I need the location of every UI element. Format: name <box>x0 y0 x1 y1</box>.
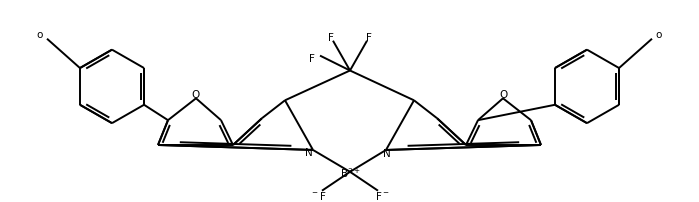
Text: O: O <box>192 90 200 100</box>
Text: o: o <box>656 30 662 40</box>
Text: N$^-$: N$^-$ <box>382 146 398 158</box>
Text: F$^-$: F$^-$ <box>375 189 389 201</box>
Text: F: F <box>366 33 372 43</box>
Text: O: O <box>499 90 507 100</box>
Text: $^-$F: $^-$F <box>310 189 326 201</box>
Text: o: o <box>37 30 43 40</box>
Text: N: N <box>305 147 313 157</box>
Text: B$^{3+}$: B$^{3+}$ <box>340 165 360 179</box>
Text: F: F <box>309 53 315 63</box>
Text: F: F <box>328 33 334 43</box>
